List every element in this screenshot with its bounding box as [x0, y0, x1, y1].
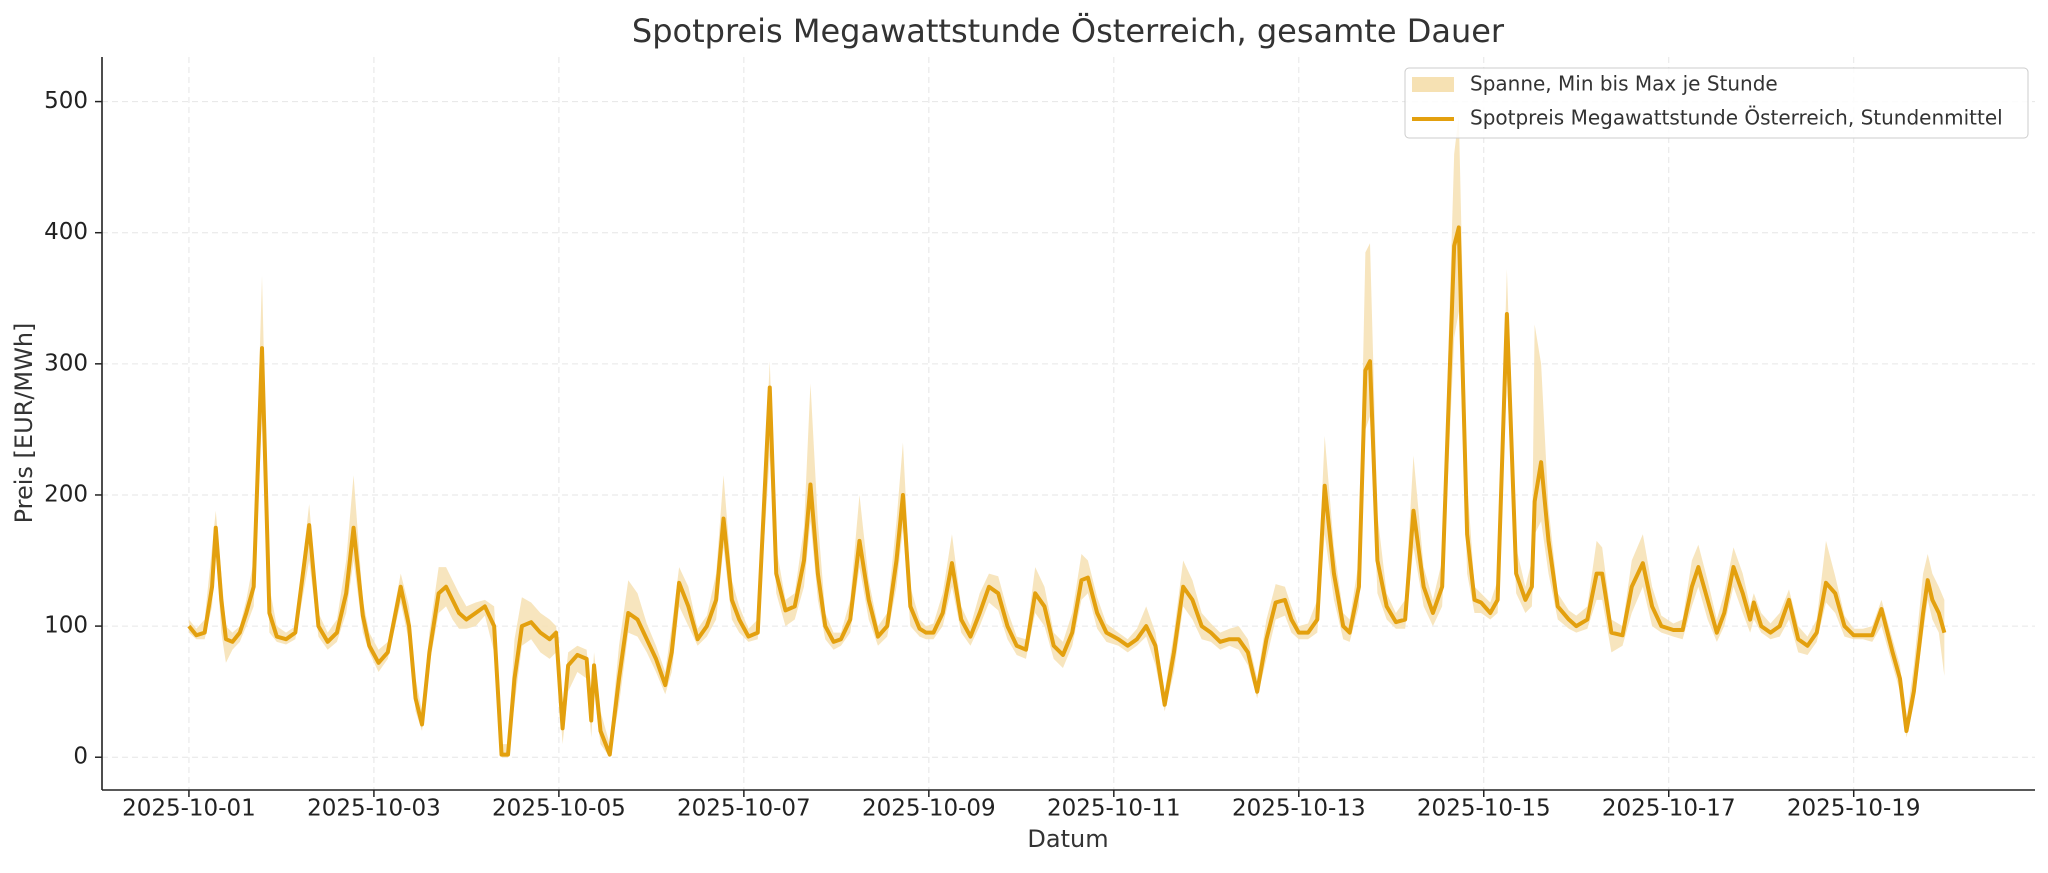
y-tick-label: 100 — [44, 613, 88, 639]
ticks: 0 100 200 300 400 500 2025-10-01 2025-10-03 2025… — [44, 88, 1920, 821]
chart-title: Spotpreis Megawattstunde Österreich, ges… — [632, 12, 1505, 50]
x-tick-label: 2025-10-07 — [677, 796, 811, 822]
plot-area — [187, 114, 1947, 758]
legend-label: Spanne, Min bis Max je Stunde — [1470, 72, 1778, 96]
x-tick-label: 2025-10-19 — [1787, 796, 1921, 822]
y-tick-label: 300 — [44, 350, 88, 376]
y-tick-label: 400 — [44, 219, 88, 245]
legend-box — [1404, 67, 2029, 139]
x-tick-label: 2025-10-15 — [1417, 796, 1551, 822]
line — [187, 225, 1947, 757]
y-tick-label: 200 — [44, 481, 88, 507]
y-tick-label: 500 — [44, 88, 88, 114]
x-tick-label: 2025-10-01 — [122, 796, 256, 822]
x-tick-label: 2025-10-13 — [1232, 796, 1366, 822]
x-axis-label: Datum — [1027, 825, 1108, 853]
x-tick-label: 2025-10-11 — [1047, 796, 1181, 822]
x-tick-label: 2025-10-09 — [862, 796, 996, 822]
range-band — [188, 114, 1945, 758]
legend-swatch — [1412, 77, 1454, 92]
y-axis-label: Preis [EUR/MWh] — [10, 323, 38, 524]
grid — [102, 57, 2035, 790]
x-tick-label: 2025-10-03 — [307, 796, 441, 822]
legend: Spanne, Min bis Max je Stunde Spotpreis M… — [1404, 67, 2029, 139]
x-tick-label: 2025-10-17 — [1602, 796, 1736, 822]
y-tick-label: 0 — [73, 744, 88, 770]
legend-label: Spotpreis Megawattstunde Österreich, Stu… — [1470, 106, 2003, 130]
x-tick-label: 2025-10-05 — [492, 796, 626, 822]
